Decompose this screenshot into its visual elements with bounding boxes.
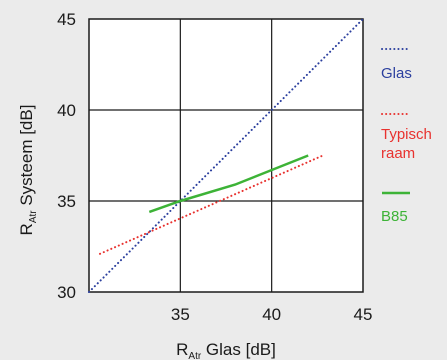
y-tick-label: 45 xyxy=(57,10,76,29)
x-axis-label: RAtr Glas [dB] xyxy=(176,340,276,360)
legend-label: Typisch xyxy=(381,126,432,143)
y-axis-label: RAtr Systeem [dB] xyxy=(17,105,39,236)
y-tick-label: 40 xyxy=(57,101,76,120)
x-tick-label: 45 xyxy=(354,305,373,324)
x-tick-label: 40 xyxy=(262,305,281,324)
y-tick-label: 30 xyxy=(57,283,76,302)
legend-label: raam xyxy=(381,145,415,162)
legend-label: Glas xyxy=(381,65,412,82)
series-line-1 xyxy=(99,154,324,255)
series-line-2 xyxy=(148,154,309,214)
series-line-0 xyxy=(88,18,364,293)
y-tick-label: 35 xyxy=(57,192,76,211)
x-tick-label: 35 xyxy=(171,305,190,324)
legend-label: B85 xyxy=(381,208,408,225)
